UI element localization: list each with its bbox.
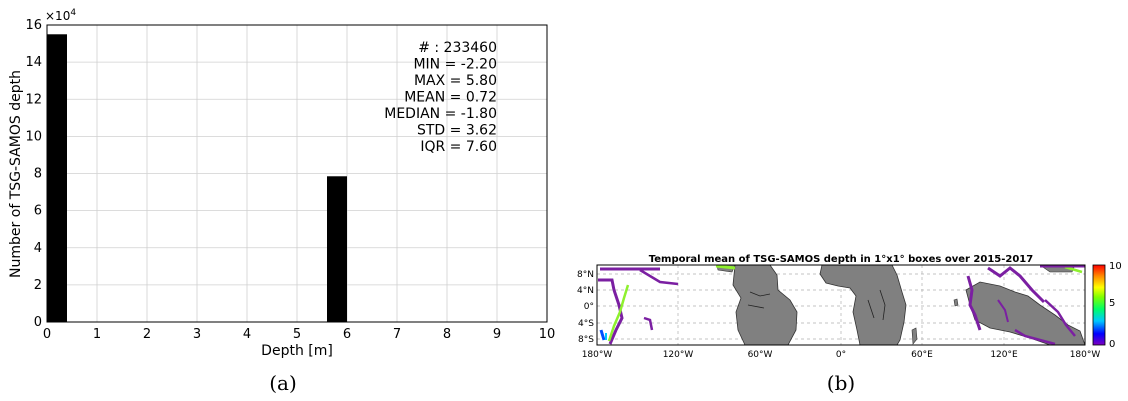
stat-line: STD = 3.62 bbox=[417, 123, 497, 139]
x-tick-label: 2 bbox=[143, 327, 151, 342]
latitude-label: 4°N bbox=[577, 286, 594, 296]
y-tick-label: 12 bbox=[25, 92, 42, 107]
map-latitude-labels: 8°N 4°N 0° 4°S 8°S bbox=[577, 270, 594, 345]
y-axis-label: Number of TSG-SAMOS depth bbox=[8, 70, 24, 278]
longitude-label: 60°W bbox=[748, 350, 773, 360]
x-tick-label: 7 bbox=[393, 327, 401, 342]
y-tick-label: 4 bbox=[34, 241, 42, 256]
colorbar bbox=[1092, 264, 1106, 346]
y-scale-label: ×104 bbox=[45, 8, 76, 23]
map-longitude-labels: 180°W 120°W 60°W 0° 60°E 120°E 180°W bbox=[582, 350, 1101, 360]
x-tick-label: 1 bbox=[93, 327, 101, 342]
longitude-label: 120°W bbox=[663, 350, 694, 360]
y-tick-labels: 0 2 4 6 8 10 12 14 16 bbox=[25, 18, 42, 330]
latitude-label: 8°S bbox=[578, 335, 594, 345]
plot-frame bbox=[46, 24, 548, 323]
y-tick-label: 16 bbox=[25, 18, 42, 33]
latitude-label: 8°N bbox=[577, 270, 594, 280]
x-tick-label: 3 bbox=[193, 327, 201, 342]
latitude-label: 0° bbox=[584, 302, 594, 312]
x-tick-label: 5 bbox=[293, 327, 301, 342]
x-axis-label: Depth [m] bbox=[261, 343, 333, 359]
x-tick-label: 8 bbox=[443, 327, 451, 342]
stat-line: MAX = 5.80 bbox=[414, 73, 497, 89]
x-tick-label: 10 bbox=[539, 327, 556, 342]
y-tick-label: 10 bbox=[25, 129, 42, 144]
map-title: Temporal mean of TSG-SAMOS depth in 1°x1… bbox=[649, 254, 1034, 265]
data-pixels bbox=[598, 264, 1085, 346]
histogram-bar bbox=[327, 176, 347, 322]
x-tick-labels: 0 1 2 3 4 5 6 7 8 9 10 bbox=[43, 327, 555, 342]
x-tick-label: 0 bbox=[43, 327, 51, 342]
longitude-label: 0° bbox=[836, 350, 846, 360]
stat-line: MIN = -2.20 bbox=[413, 57, 497, 73]
map-frame bbox=[596, 264, 1086, 346]
x-tick-label: 9 bbox=[493, 327, 501, 342]
latitude-label: 4°S bbox=[578, 319, 594, 329]
panel-label-a: (a) bbox=[269, 371, 297, 395]
longitude-label: 180°W bbox=[1070, 350, 1101, 360]
y-tick-label: 2 bbox=[34, 278, 42, 293]
colorbar-tick-label: 5 bbox=[1109, 298, 1115, 309]
colorbar-tick-label: 0 bbox=[1109, 339, 1115, 350]
stat-line: MEDIAN = -1.80 bbox=[384, 106, 497, 122]
longitude-label: 60°E bbox=[911, 350, 933, 360]
stat-line: IQR = 7.60 bbox=[420, 139, 497, 155]
y-tick-label: 6 bbox=[34, 204, 42, 219]
panel-label-b: (b) bbox=[827, 371, 855, 395]
x-tick-label: 4 bbox=[243, 327, 251, 342]
land-masses bbox=[716, 264, 1086, 346]
longitude-label: 180°W bbox=[582, 350, 613, 360]
bars bbox=[47, 34, 347, 322]
colorbar-tick-labels: 10 5 0 bbox=[1109, 261, 1122, 350]
stat-line: MEAN = 0.72 bbox=[404, 90, 497, 106]
stat-line: # : 233460 bbox=[418, 40, 497, 56]
y-tick-label: 14 bbox=[25, 55, 42, 70]
y-tick-label: 8 bbox=[34, 167, 42, 182]
map-panel: Temporal mean of TSG-SAMOS depth in 1°x1… bbox=[577, 254, 1122, 395]
longitude-label: 120°E bbox=[990, 350, 1018, 360]
x-tick-label: 6 bbox=[343, 327, 351, 342]
y-tick-label: 0 bbox=[34, 315, 42, 330]
histogram-bar bbox=[47, 34, 67, 322]
colorbar-tick-label: 10 bbox=[1109, 261, 1122, 272]
